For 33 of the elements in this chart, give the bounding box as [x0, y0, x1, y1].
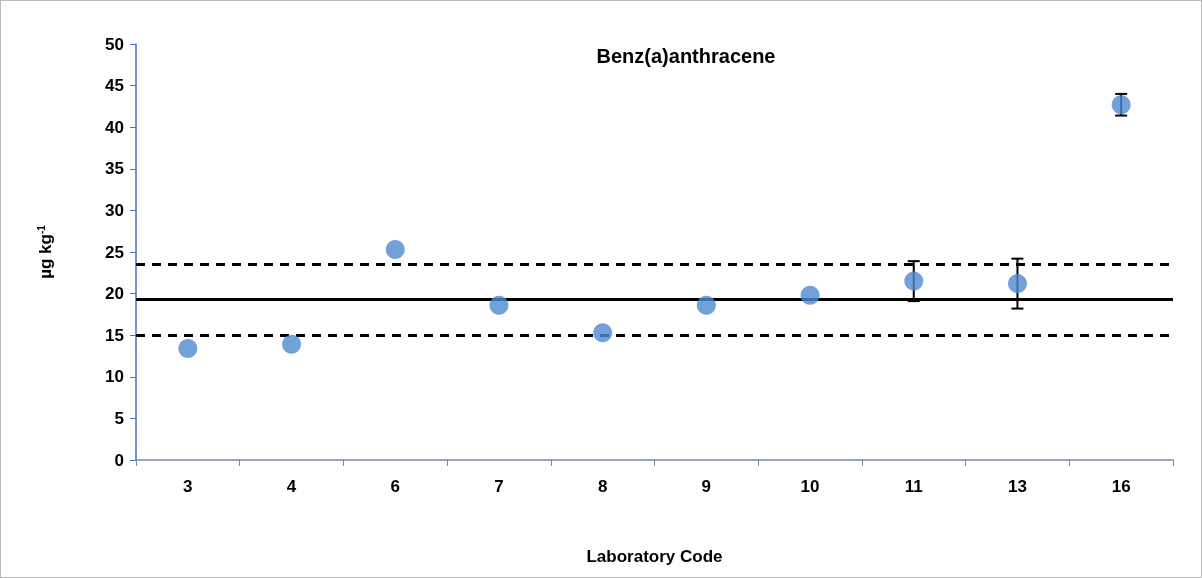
x-axis-title: Laboratory Code: [586, 547, 723, 566]
x-tick-label: 6: [390, 477, 400, 496]
point: [178, 339, 198, 359]
x-tick-label: 16: [1111, 477, 1131, 496]
x-tick-label: 10: [800, 477, 820, 496]
y-tick-label: 15: [105, 325, 124, 345]
y-tick-label: 30: [105, 200, 124, 220]
point: [1007, 274, 1027, 294]
point: [385, 240, 405, 259]
y-tick-label: 40: [105, 117, 124, 137]
point: [282, 334, 302, 354]
x-tick-label: 13: [1007, 477, 1027, 496]
point: [593, 323, 613, 343]
y-tick-label: 25: [105, 242, 124, 262]
x-tick-label: 7: [494, 477, 504, 496]
point: [696, 295, 716, 315]
y-axis-title: µg kg-1: [35, 224, 55, 279]
y-tick-label: 50: [105, 34, 124, 54]
chart-title: Benz(a)anthracene: [596, 45, 776, 67]
x-tick-label: 3: [183, 477, 193, 496]
y-tick-label: 20: [105, 284, 124, 304]
x-tick-label: 11: [904, 477, 923, 496]
y-tick-label: 35: [105, 159, 124, 179]
point: [800, 285, 820, 305]
y-tick-label: 10: [105, 367, 124, 387]
point: [904, 271, 924, 291]
x-tick-label: 4: [286, 477, 297, 496]
y-tick-label: 5: [114, 408, 124, 428]
x-tick-label: 8: [597, 477, 608, 496]
y-tick-label: 45: [105, 76, 124, 96]
point: [489, 295, 509, 315]
x-tick-label: 9: [701, 477, 712, 496]
y-tick-label: 0: [114, 450, 124, 470]
